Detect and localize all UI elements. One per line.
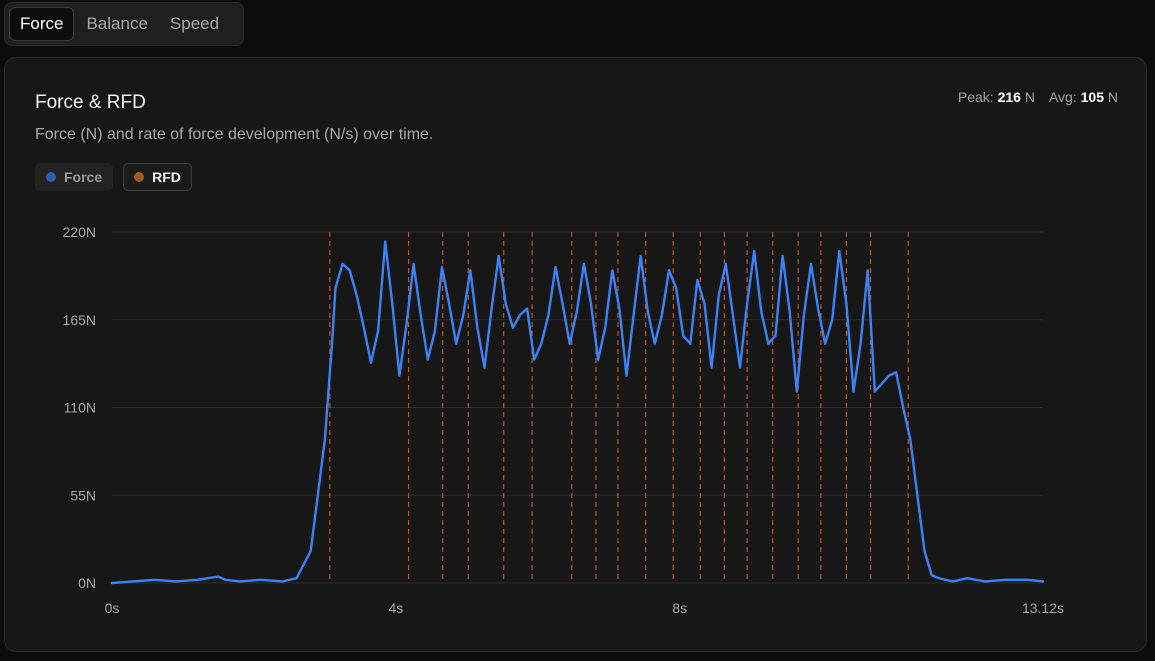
y-tick-label: 110N: [64, 400, 96, 416]
x-tick-label: 4s: [388, 600, 403, 616]
y-axis-ticks: 0N 55N 110N 165N 220N: [63, 224, 96, 591]
tab-speed[interactable]: Speed: [169, 14, 220, 33]
avg-stat: Avg: 105 N: [1049, 89, 1118, 105]
card-subtitle: Force (N) and rate of force development …: [35, 126, 434, 143]
card-title: Force & RFD: [35, 92, 146, 113]
y-tick-label: 165N: [63, 312, 96, 328]
rfd-dot-icon: [134, 172, 145, 182]
avg-label: Avg:: [1048, 89, 1077, 105]
y-tick-label: 55N: [70, 487, 96, 503]
avg-unit: N: [1107, 89, 1118, 105]
x-tick-label: 13.12s: [1022, 600, 1064, 616]
view-tabs: Force Balance Speed: [4, 2, 244, 46]
chart-card: Force & RFD Force (N) and rate of force …: [4, 57, 1147, 652]
avg-value: 105: [1080, 89, 1104, 105]
peak-label: Peak:: [957, 89, 994, 105]
legend-force-label: Force: [64, 169, 103, 185]
y-tick-label: 220N: [63, 224, 96, 240]
legend-rfd-label: RFD: [152, 169, 181, 185]
legend-rfd-toggle[interactable]: RFD: [123, 163, 192, 191]
peak-unit: N: [1024, 89, 1035, 105]
tab-balance[interactable]: Balance: [86, 14, 148, 33]
legend-force-toggle[interactable]: Force: [35, 163, 114, 191]
peak-stat: Peak: 216 N: [958, 89, 1035, 105]
tab-force[interactable]: Force: [9, 7, 75, 41]
x-axis-ticks: 0s 4s 8s 13.12s: [105, 600, 1064, 616]
x-tick-label: 8s: [672, 600, 687, 616]
force-series: [110, 240, 1045, 585]
y-tick-label: 0N: [78, 575, 96, 591]
force-line: [110, 240, 1045, 585]
stats-summary: Peak: 216 N Avg: 105 N: [958, 89, 1118, 105]
x-tick-label: 0s: [105, 600, 120, 616]
force-dot-icon: [46, 172, 56, 182]
chart-grid: [112, 231, 1043, 584]
chart-legend: Force RFD: [35, 163, 192, 191]
peak-value: 216: [997, 89, 1021, 105]
